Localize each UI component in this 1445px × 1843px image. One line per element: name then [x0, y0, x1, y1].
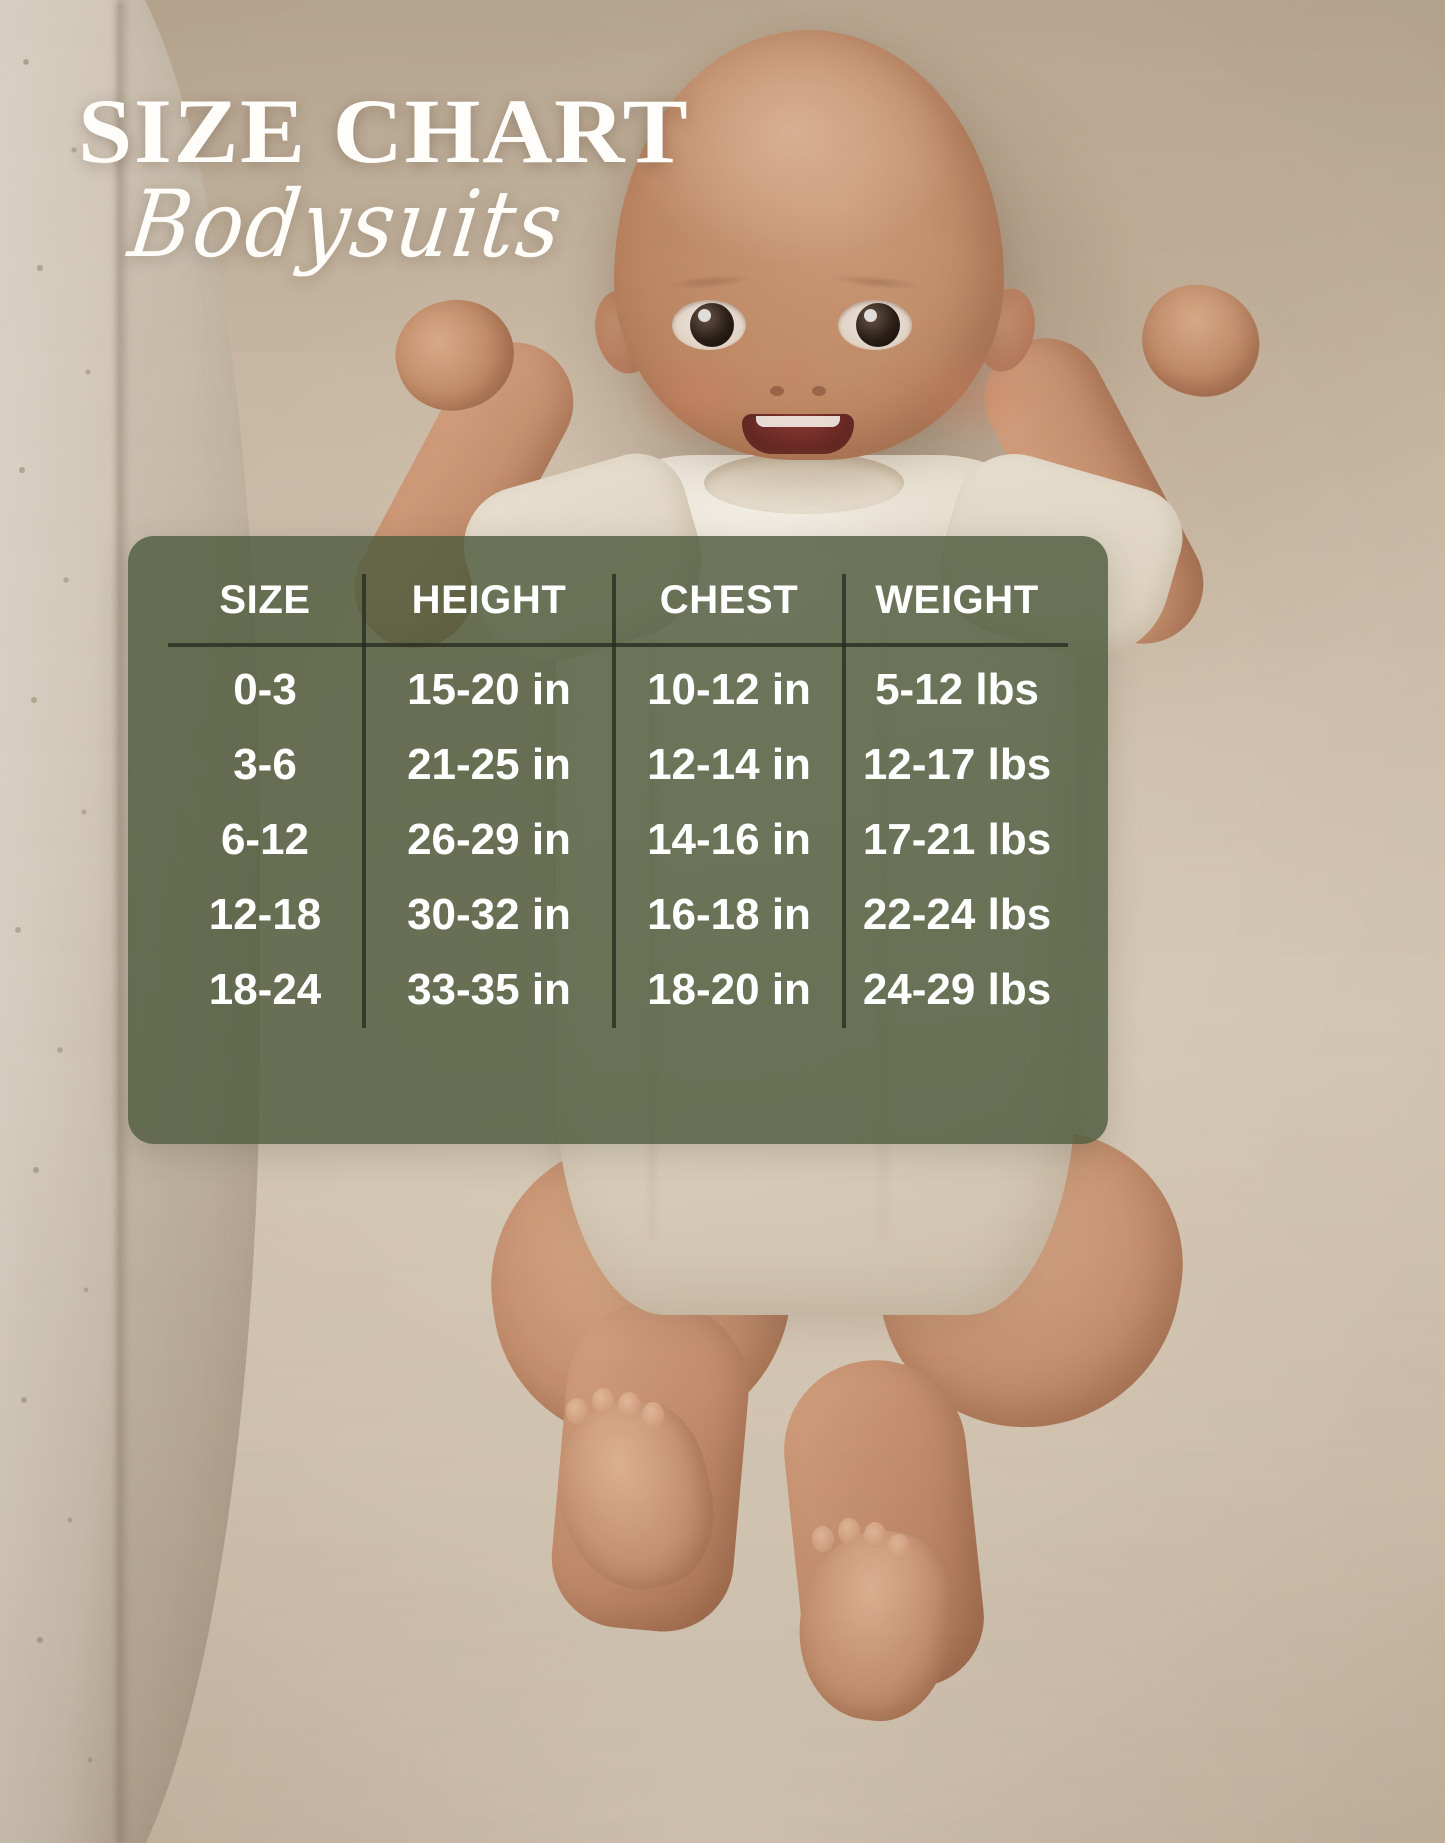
cell-chest: 16-18 in — [614, 878, 846, 953]
nostril — [812, 386, 826, 396]
column-header-height: HEIGHT — [364, 574, 616, 647]
toe — [838, 1518, 860, 1544]
fabric-seam — [116, 0, 130, 1843]
table-row: 12-18 30-32 in 16-18 in 22-24 lbs — [168, 878, 1068, 953]
eye-glint — [698, 309, 711, 322]
table-body: 0-3 15-20 in 10-12 in 5-12 lbs 3-6 21-25… — [168, 645, 1068, 1028]
toe — [642, 1402, 664, 1428]
cell-height: 26-29 in — [364, 803, 616, 878]
cell-size: 3-6 — [168, 728, 366, 803]
nostril — [770, 386, 784, 396]
cell-height: 15-20 in — [364, 645, 616, 728]
cell-weight: 5-12 lbs — [875, 665, 1039, 714]
column-header-size: SIZE — [168, 574, 366, 647]
table-row: 6-12 26-29 in 14-16 in 17-21 lbs — [168, 803, 1068, 878]
page-subtitle: Bodysuits — [123, 170, 570, 279]
baby-left-iris — [690, 303, 734, 347]
toe — [592, 1388, 614, 1414]
column-header-chest: CHEST — [614, 574, 846, 647]
cell-size: 12-18 — [168, 878, 366, 953]
cell-size: 18-24 — [168, 953, 366, 1028]
table-row: 3-6 21-25 in 12-14 in 12-17 lbs — [168, 728, 1068, 803]
table-row: 18-24 33-35 in 18-20 in 24-29 lbs — [168, 953, 1068, 1028]
cell-weight: 12-17 lbs — [862, 740, 1052, 789]
table-header-row: SIZE HEIGHT CHEST WEIGHT — [168, 574, 1068, 647]
cell-size: 6-12 — [168, 803, 366, 878]
cell-chest: 10-12 in — [614, 645, 846, 728]
cell-weight: 24-29 lbs — [862, 965, 1052, 1014]
column-header-weight: WEIGHT — [844, 574, 1068, 647]
page-title: SIZE CHART — [78, 80, 690, 182]
table-header: SIZE HEIGHT CHEST WEIGHT — [168, 574, 1068, 647]
toe — [888, 1534, 910, 1560]
size-table-panel: SIZE HEIGHT CHEST WEIGHT 0-3 15-20 in 10… — [128, 536, 1108, 1144]
cell-height: 21-25 in — [364, 728, 616, 803]
cell-size: 0-3 — [168, 645, 366, 728]
size-chart-table: SIZE HEIGHT CHEST WEIGHT 0-3 15-20 in 10… — [168, 574, 1068, 1028]
toe — [566, 1398, 588, 1424]
toe — [864, 1522, 886, 1548]
table-row: 0-3 15-20 in 10-12 in 5-12 lbs — [168, 645, 1068, 728]
cell-chest: 18-20 in — [614, 953, 846, 1028]
cell-weight: 22-24 lbs — [862, 890, 1052, 939]
star-print-fabric — [0, 0, 118, 1843]
cell-weight: 17-21 lbs — [862, 815, 1052, 864]
baby-right-iris — [856, 303, 900, 347]
cell-height: 33-35 in — [364, 953, 616, 1028]
toe — [812, 1526, 834, 1552]
eye-glint — [864, 309, 877, 322]
baby-left-cheek — [630, 350, 758, 446]
title-block: SIZE CHART Bodysuits — [78, 85, 858, 278]
baby-teeth — [756, 416, 840, 427]
toe — [618, 1392, 640, 1418]
baby-right-cheek — [906, 350, 1034, 446]
cell-height: 30-32 in — [364, 878, 616, 953]
cell-chest: 14-16 in — [614, 803, 846, 878]
bodysuit-collar — [704, 452, 904, 514]
cell-chest: 12-14 in — [614, 728, 846, 803]
